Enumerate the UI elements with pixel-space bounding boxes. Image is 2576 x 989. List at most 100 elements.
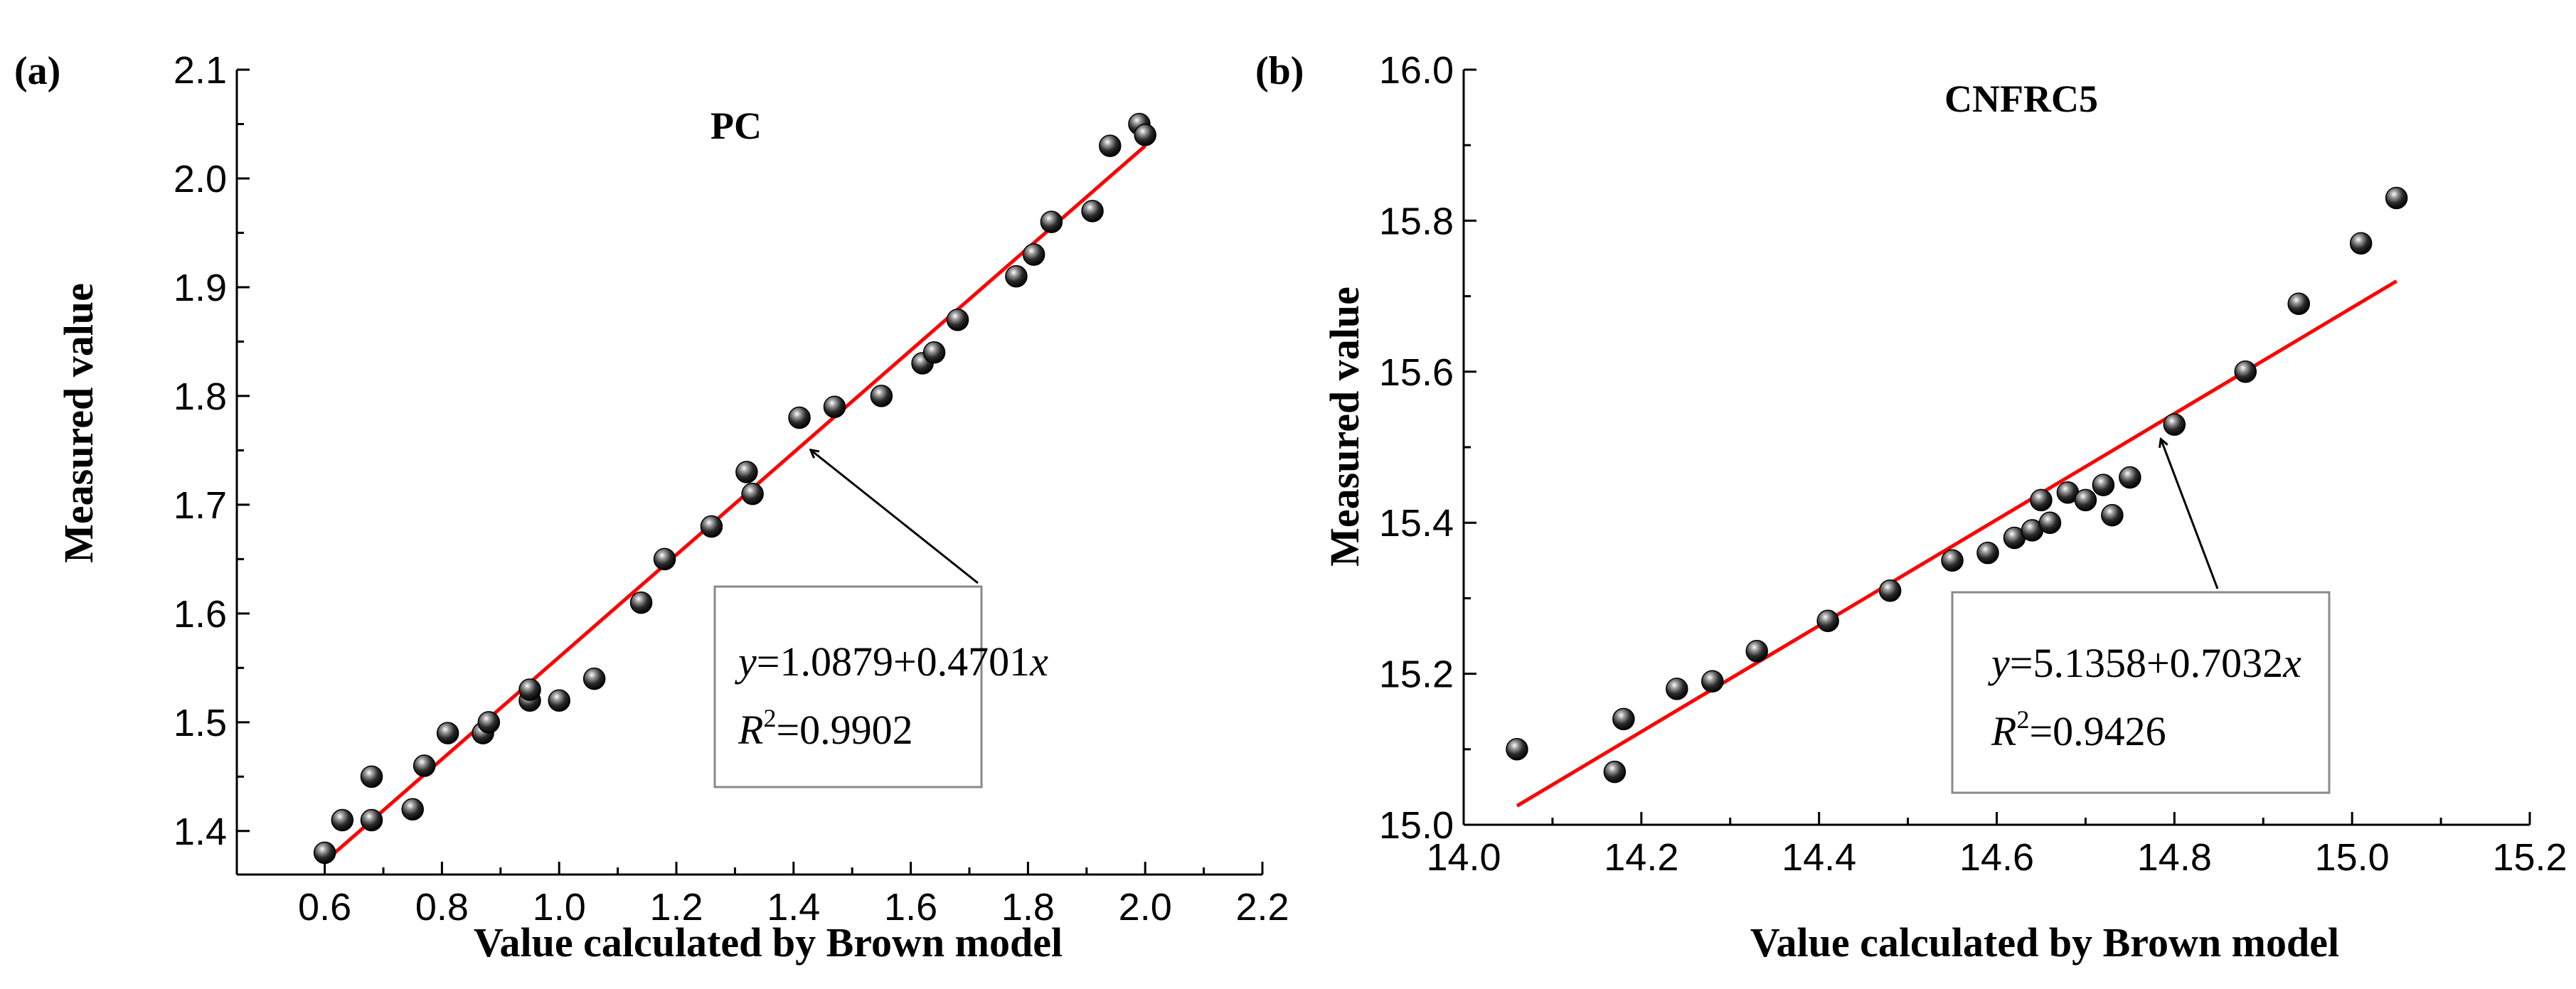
equation-box-a: y=1.0879+0.4701x R2=0.9902: [713, 585, 1048, 788]
data-point: [2287, 292, 2310, 315]
panel-label-a: (a): [14, 49, 60, 93]
y-tick-label: 15.0: [1379, 804, 1454, 847]
x-tick-label: 1.8: [1001, 886, 1055, 929]
x-tick-label: 15.0: [2315, 836, 2390, 879]
data-point: [741, 482, 764, 506]
data-point: [1134, 124, 1156, 146]
equation-line-1-b: y=5.1358+0.7032x: [1988, 640, 2301, 686]
data-point: [1816, 609, 1839, 633]
equation-line-1-a: y=1.0879+0.4701x: [735, 638, 1048, 685]
x-tick-label: 14.4: [1782, 836, 1856, 879]
chart-panel-b: (b) CNFRC5 Measured value Value calculat…: [1255, 49, 2567, 966]
x-tick-label: 1.0: [533, 886, 586, 929]
data-point: [2038, 511, 2062, 534]
data-point: [1506, 738, 1528, 761]
y-axis-title-a: Measured value: [55, 283, 102, 563]
data-point: [1612, 707, 1635, 731]
data-point: [2163, 413, 2186, 436]
y-tick-label: 1.6: [174, 593, 227, 636]
data-point: [436, 722, 459, 744]
x-tick-label: 14.0: [1426, 836, 1501, 879]
equation-line-2-b: R2=0.9426: [1991, 705, 2166, 754]
y-tick-label: 16.0: [1379, 49, 1454, 92]
data-point: [1976, 541, 1999, 565]
data-point: [1941, 549, 1964, 572]
chart-title-a: PC: [710, 105, 762, 147]
data-point: [1701, 670, 1724, 693]
data-point: [735, 461, 758, 483]
data-point: [313, 841, 336, 865]
chart-panel-a: (a) PC Measured value Value calculated b…: [14, 49, 1289, 966]
fit-line-a: [323, 144, 1146, 863]
data-point: [1040, 210, 1063, 233]
data-point: [1603, 760, 1627, 784]
data-point: [2119, 466, 2141, 489]
data-point: [2101, 503, 2124, 527]
y-tick-label: 2.1: [174, 49, 227, 92]
x-ticks-a: 0.6 0.8 1.0 1.2 1.4 1.6 1.8 2.0 2.2: [298, 862, 1289, 929]
x-tick-label: 14.6: [1959, 836, 2034, 879]
data-point: [700, 515, 723, 538]
data-point: [1878, 579, 1902, 602]
data-point: [2234, 360, 2257, 383]
data-point: [1022, 243, 1045, 266]
y-tick-label: 1.8: [174, 375, 227, 418]
data-point: [360, 808, 383, 832]
data-point: [629, 591, 653, 614]
panel-label-b: (b): [1255, 49, 1304, 93]
data-point: [331, 808, 354, 832]
data-point: [1081, 200, 1104, 223]
x-axis-title-a: Value calculated by Brown model: [474, 919, 1063, 966]
data-point: [360, 765, 383, 788]
data-point: [1005, 264, 1028, 288]
data-point: [2349, 232, 2373, 255]
y-ticks-b: 15.0 15.2 15.4 15.6 15.8 16.0: [1379, 49, 1476, 847]
x-tick-label: 14.2: [1604, 836, 1678, 879]
y-tick-label: 1.9: [174, 267, 227, 309]
data-point: [2385, 186, 2408, 210]
y-tick-label: 2.0: [174, 158, 227, 201]
data-point: [518, 678, 541, 701]
data-point: [788, 406, 811, 429]
data-point: [653, 547, 676, 571]
arrow-a: [811, 450, 979, 584]
x-tick-label: 2.0: [1119, 886, 1172, 929]
data-point: [2092, 474, 2115, 496]
data-point: [548, 689, 570, 712]
data-points-a: [313, 112, 1156, 865]
x-tick-label: 1.2: [649, 886, 703, 929]
data-point: [477, 711, 501, 734]
x-tick-label: 1.4: [767, 886, 820, 929]
x-ticks-b: 14.0 14.2 14.4 14.6 14.8 15.0 15.2: [1426, 812, 2567, 879]
data-point: [2074, 488, 2097, 512]
data-point: [1099, 134, 1122, 157]
data-point: [823, 395, 846, 418]
y-tick-label: 1.4: [174, 811, 227, 853]
y-axis-title-b: Measured value: [1321, 287, 1368, 567]
y-tick-label: 15.8: [1379, 200, 1454, 242]
arrow-b: [2161, 439, 2219, 589]
x-tick-label: 14.8: [2137, 836, 2212, 879]
x-tick-label: 1.6: [884, 886, 937, 929]
axes-a: [235, 70, 1262, 876]
x-axis-title-b: Value calculated by Brown model: [1750, 919, 2339, 966]
data-point: [1745, 639, 1768, 663]
data-point: [2030, 488, 2053, 512]
data-point: [922, 341, 946, 364]
data-point: [870, 385, 893, 407]
data-point: [582, 667, 606, 690]
y-tick-label: 1.5: [174, 702, 227, 744]
x-tick-label: 2.2: [1235, 886, 1289, 929]
x-tick-label: 15.2: [2492, 836, 2567, 879]
data-point: [401, 798, 424, 820]
x-tick-label: 0.8: [415, 886, 469, 929]
data-points-b: [1506, 186, 2408, 784]
y-tick-label: 1.7: [174, 484, 227, 527]
y-tick-label: 15.4: [1379, 502, 1454, 545]
data-point: [946, 309, 969, 331]
data-point: [1666, 678, 1688, 700]
y-ticks-a: 1.4 1.5 1.6 1.7 1.8 1.9 2.0 2.1: [174, 49, 250, 853]
y-tick-label: 15.2: [1379, 653, 1454, 696]
equation-box-b: y=5.1358+0.7032x R2=0.9426: [1951, 591, 2331, 794]
